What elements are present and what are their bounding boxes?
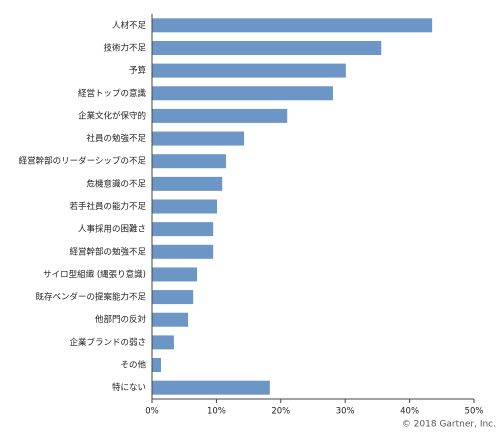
y-tick-label: 企業ブランドの弱さ — [69, 337, 146, 348]
bar — [152, 199, 218, 214]
x-tick-label: 50% — [465, 407, 484, 417]
bar — [152, 176, 223, 191]
y-tick-label: その他 — [120, 360, 146, 371]
bar — [152, 40, 382, 55]
y-tick-label: サイロ型組織 (縄張り意識) — [43, 269, 146, 280]
y-tick-label: 危機意識の不足 — [86, 178, 146, 189]
x-tick-label: 40% — [400, 407, 419, 417]
y-tick-label: 経営トップの意識 — [78, 88, 147, 99]
bar — [152, 267, 198, 282]
y-tick-label: 人材不足 — [112, 20, 147, 31]
bar — [152, 86, 333, 101]
y-tick-label: 企業文化が保守的 — [78, 110, 146, 121]
x-tick-label: 20% — [271, 407, 290, 417]
bar — [152, 63, 346, 78]
bar — [152, 108, 288, 123]
y-tick-label: 予算 — [129, 65, 147, 76]
y-tick-label: 経営幹部の勉強不足 — [69, 246, 146, 257]
bar — [152, 290, 194, 305]
y-tick-label: 経営幹部のリーダーシップの不足 — [19, 156, 147, 167]
bar — [152, 335, 174, 350]
bar — [152, 312, 189, 327]
bar — [152, 244, 214, 259]
bar — [152, 18, 433, 33]
y-tick-label: 特にない — [112, 382, 146, 393]
x-tick-label: 10% — [207, 407, 226, 417]
x-tick-label: 30% — [336, 407, 355, 417]
bar — [152, 380, 270, 395]
y-tick-label: 社員の勉強不足 — [86, 133, 146, 144]
bar — [152, 154, 227, 169]
copyright: © 2018 Gartner, Inc. — [402, 420, 496, 430]
bar — [152, 131, 245, 146]
bar — [152, 222, 214, 237]
y-tick-label: 人事採用の困難さ — [78, 224, 146, 235]
y-tick-label: 既存ベンダーの提案能力不足 — [35, 292, 146, 303]
y-tick-label: 若手社員の能力不足 — [69, 201, 146, 212]
y-tick-label: 他部門の反対 — [95, 314, 147, 325]
y-tick-label: 技術力不足 — [103, 42, 146, 53]
bar — [152, 358, 162, 373]
x-tick-label: 0% — [145, 407, 159, 417]
